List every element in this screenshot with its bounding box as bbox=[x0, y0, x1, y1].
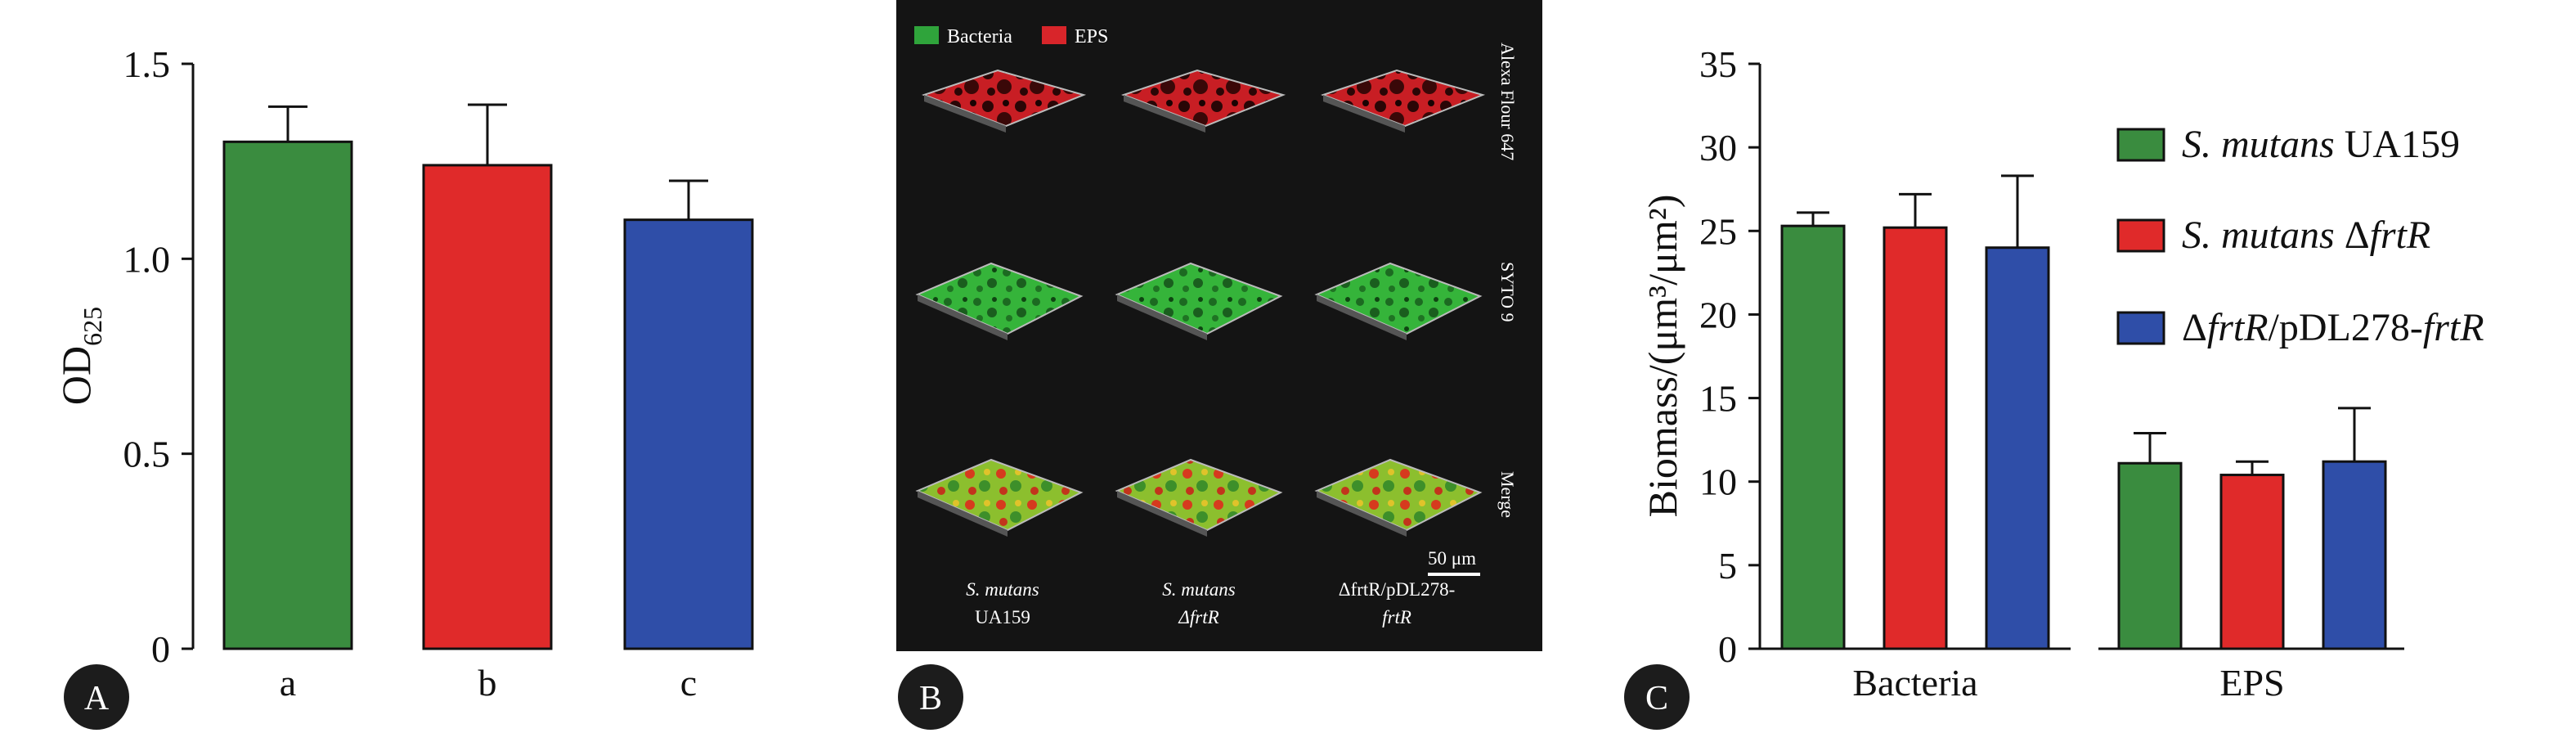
scale-bar-label: 50 μm bbox=[1428, 548, 1476, 569]
panel-c-bar-eps-2 bbox=[2322, 460, 2387, 650]
legend-swatch bbox=[2116, 218, 2165, 253]
panel-c-bar-bacteria-2 bbox=[1985, 246, 2050, 650]
panel-a-y-axis-title: OD625 bbox=[53, 307, 107, 405]
panel-a-chart: 0 0.5 1.0 1.5 a b c OD625 bbox=[53, 43, 754, 704]
legend-swatch bbox=[2116, 128, 2165, 162]
panel-c-bar-eps-1 bbox=[2219, 474, 2285, 650]
panel-badge-b: B bbox=[898, 664, 963, 730]
panel-c-legend: S. mutans UA159 S. mutans ΔfrtR ΔfrtR/pDL2… bbox=[2116, 123, 2484, 349]
biofilm-image-merge-complement bbox=[1314, 458, 1483, 532]
col-label-frtr-line2: ΔfrtR bbox=[1178, 607, 1218, 627]
row-label-syto9: SYTO 9 bbox=[1497, 262, 1518, 322]
panel-c-bar-bacteria-0 bbox=[1780, 224, 1846, 650]
panel-a-y-tick-label: 1.0 bbox=[123, 238, 171, 280]
legend-label: S. mutans UA159 bbox=[2182, 123, 2460, 166]
panel-c-bar-eps-0 bbox=[2117, 461, 2183, 650]
legend-label-bacteria: Bacteria bbox=[947, 26, 1012, 47]
panel-badge-c-circle bbox=[1624, 664, 1690, 730]
biofilm-image-merge-ua159-side bbox=[918, 491, 1008, 537]
panel-badge-c: C bbox=[1624, 664, 1690, 730]
panel-a-y-tick-label: 1.5 bbox=[123, 43, 171, 85]
row-label-alexa: Alexa Flour 647 bbox=[1497, 43, 1518, 160]
panel-a-bar-a bbox=[222, 140, 353, 650]
col-label-ua159-line2: UA159 bbox=[975, 607, 1030, 627]
panel-badge-b-circle bbox=[898, 664, 963, 730]
row-label-merge: Merge bbox=[1497, 471, 1518, 518]
panel-a-y-ticks: 0 0.5 1.0 1.5 bbox=[123, 43, 193, 670]
panel-c-y-tick-label: 5 bbox=[1718, 545, 1737, 587]
biofilm-image-green-complement-side bbox=[1317, 295, 1407, 340]
biofilm-image-red-ua159-side bbox=[924, 95, 1006, 133]
panel-c-x-labels: Bacteria EPS bbox=[1852, 662, 2284, 704]
panel-a-x-label: a bbox=[280, 662, 296, 704]
panel-badge-b-letter: B bbox=[919, 680, 942, 717]
biofilm-image-green-ua159 bbox=[915, 262, 1084, 335]
panel-c-y-tick-label: 30 bbox=[1699, 127, 1737, 169]
panel-a-y-tick-label: 0 bbox=[151, 628, 170, 670]
panel-c-x-label: EPS bbox=[2219, 662, 2284, 704]
biofilm-image-merge-ua159 bbox=[915, 458, 1084, 532]
panel-badge-a: A bbox=[64, 664, 129, 730]
biofilm-image-merge-frtr bbox=[1115, 458, 1283, 532]
panel-c-bars bbox=[1780, 174, 2387, 650]
col-label-complement-line1: ΔfrtR/pDL278- bbox=[1339, 579, 1456, 600]
panel-c-y-tick-label: 15 bbox=[1699, 378, 1737, 420]
panel-a-x-label: b bbox=[478, 662, 497, 704]
panel-a-bar-c bbox=[623, 218, 754, 650]
panel-a-y-tick-label: 0.5 bbox=[123, 434, 171, 475]
panel-c-chart: 0 5 10 15 20 25 30 35 Bacteria EPS Biomass/(μm³/… bbox=[1640, 43, 2484, 704]
panel-c-y-tick-label: 0 bbox=[1718, 628, 1737, 670]
biofilm-image-green-frtr-side bbox=[1117, 295, 1207, 340]
biofilm-image-green-frtr bbox=[1115, 262, 1283, 335]
panel-b-microscopy: Bacteria EPS bbox=[896, 0, 1542, 651]
legend-label-eps: EPS bbox=[1075, 26, 1108, 47]
biofilm-image-merge-frtr-side bbox=[1117, 491, 1207, 537]
panel-a-bar-b bbox=[422, 164, 553, 650]
biofilm-image-green-complement bbox=[1314, 262, 1483, 335]
panel-badge-a-letter: A bbox=[84, 680, 110, 717]
panel-a-x-label: c bbox=[680, 662, 697, 704]
legend-swatch bbox=[2116, 311, 2165, 345]
panel-c-y-tick-label: 25 bbox=[1699, 210, 1737, 252]
col-label-complement-line2: frtR bbox=[1382, 607, 1411, 627]
panel-c-x-label: Bacteria bbox=[1852, 662, 1977, 704]
biofilm-image-merge-complement-side bbox=[1317, 491, 1407, 537]
panel-badge-c-letter: C bbox=[1645, 680, 1668, 717]
legend-swatch-bacteria bbox=[914, 26, 939, 44]
panel-c-y-tick-label: 20 bbox=[1699, 294, 1737, 335]
biofilm-image-red-complement-side bbox=[1323, 95, 1405, 133]
biofilm-image-green-ua159-side bbox=[918, 295, 1008, 340]
legend-label: S. mutans ΔfrtR bbox=[2182, 214, 2430, 257]
legend-label: ΔfrtR/pDL278-frtR bbox=[2182, 306, 2484, 349]
panel-badge-a-circle bbox=[64, 664, 129, 730]
panel-c-y-ticks: 0 5 10 15 20 25 30 35 bbox=[1699, 43, 1760, 670]
panel-c-y-tick-label: 10 bbox=[1699, 461, 1737, 503]
col-label-ua159-line1: S. mutans bbox=[966, 579, 1039, 600]
panel-c-bar-bacteria-1 bbox=[1883, 226, 1948, 650]
panel-c-y-axis-title: Biomass/(μm³/μm²) bbox=[1640, 195, 1685, 518]
panel-c-y-tick-label: 35 bbox=[1699, 43, 1737, 85]
biofilm-image-red-frtr-side bbox=[1124, 95, 1205, 133]
panel-a-x-labels: a b c bbox=[280, 662, 697, 704]
col-label-frtr-line1: S. mutans bbox=[1162, 579, 1236, 600]
legend-swatch-eps bbox=[1042, 26, 1066, 44]
panel-a-bars bbox=[222, 103, 754, 650]
